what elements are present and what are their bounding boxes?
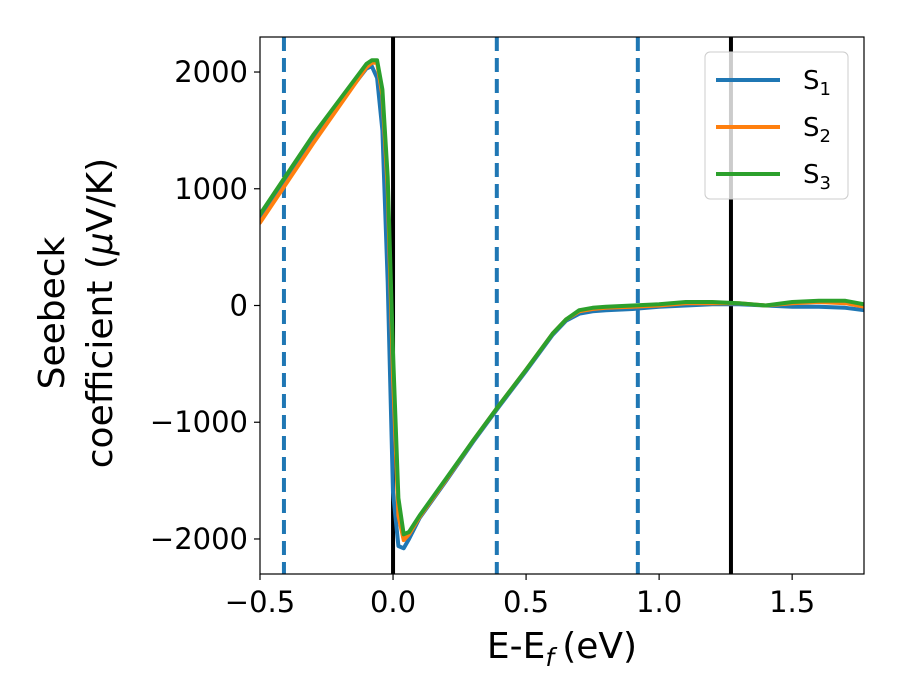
y-axis-title: Seebeck coefficient (μV/K) bbox=[32, 158, 121, 468]
plot-series bbox=[260, 58, 864, 551]
legend-items: S1 S2 S3 bbox=[716, 66, 831, 194]
x-axis-title-subscript: f bbox=[545, 643, 557, 672]
x-tick-label: 1.0 bbox=[636, 585, 682, 619]
y-axis-title-line2: coefficient (μV/K) bbox=[80, 158, 121, 468]
series-line-s3 bbox=[260, 58, 864, 537]
y-axis-mu-symbol: μ bbox=[80, 232, 121, 256]
x-tick-label: 0.0 bbox=[370, 585, 416, 619]
legend-label: S2 bbox=[803, 113, 831, 147]
y-tick-label: 2000 bbox=[174, 55, 248, 89]
y-tick-label: −1000 bbox=[150, 405, 248, 439]
x-tick-label: 1.5 bbox=[769, 585, 815, 619]
x-axis-ticks: −0.5 0.0 0.5 1.0 1.5 bbox=[225, 574, 815, 619]
legend-label: S1 bbox=[803, 66, 831, 100]
y-tick-label: 0 bbox=[230, 289, 248, 323]
x-axis-title: E-Ef (eV) bbox=[487, 626, 637, 672]
legend-label: S3 bbox=[803, 160, 831, 194]
y-axis-title-line1: Seebeck bbox=[32, 236, 73, 389]
y-tick-label: −2000 bbox=[150, 522, 248, 556]
legend: S1 S2 S3 bbox=[704, 51, 849, 200]
y-tick-label: 1000 bbox=[174, 172, 248, 206]
x-tick-label: 0.5 bbox=[503, 585, 549, 619]
y-axis-ticks: −2000 −1000 0 1000 2000 bbox=[150, 55, 260, 556]
x-tick-label: −0.5 bbox=[225, 585, 295, 619]
x-axis-title-unit: (eV) bbox=[562, 626, 637, 667]
